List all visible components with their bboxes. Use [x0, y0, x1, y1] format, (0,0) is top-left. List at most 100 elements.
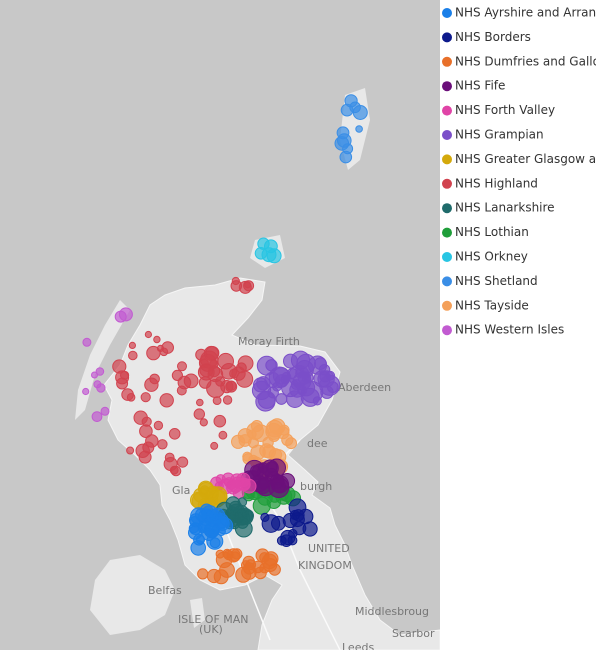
bubble[interactable]: [220, 380, 234, 394]
bubble[interactable]: [236, 370, 254, 388]
bubble[interactable]: [241, 564, 257, 580]
bubble[interactable]: [144, 330, 152, 339]
bubble[interactable]: [337, 133, 352, 148]
bubble[interactable]: [295, 368, 306, 379]
bubble[interactable]: [229, 368, 239, 379]
legend-item[interactable]: NHS Tayside: [442, 298, 529, 312]
bubble[interactable]: [100, 406, 110, 416]
legend-item[interactable]: NHS Greater Glasgow and: [442, 152, 596, 166]
bubble[interactable]: [281, 371, 292, 382]
bubble[interactable]: [128, 341, 136, 349]
legend-item[interactable]: NHS Western Isles: [442, 323, 564, 337]
bubble[interactable]: [242, 451, 253, 462]
bubble[interactable]: [145, 434, 159, 448]
bubble[interactable]: [288, 528, 298, 539]
bubble[interactable]: [213, 414, 227, 428]
bubble[interactable]: [163, 457, 178, 471]
bubble[interactable]: [177, 361, 187, 372]
bubble[interactable]: [264, 371, 281, 388]
bubble[interactable]: [259, 562, 270, 574]
legend-item[interactable]: NHS Ayrshire and Arran: [442, 6, 596, 20]
bubble[interactable]: [159, 347, 169, 357]
bubble[interactable]: [82, 337, 92, 347]
bubble[interactable]: [159, 393, 174, 408]
map-label: (UK): [199, 623, 223, 636]
legend-item[interactable]: NHS Lanarkshire: [442, 201, 555, 215]
bubble[interactable]: [120, 370, 130, 380]
bubble[interactable]: [91, 371, 98, 379]
bubble[interactable]: [215, 551, 233, 569]
bubble[interactable]: [93, 380, 102, 389]
bubble[interactable]: [91, 411, 103, 423]
bubble[interactable]: [339, 150, 353, 164]
bubble[interactable]: [344, 94, 358, 108]
legend-label: NHS Greater Glasgow and: [455, 152, 596, 166]
bubble[interactable]: [352, 105, 368, 120]
bubble[interactable]: [183, 373, 199, 389]
bubble[interactable]: [355, 125, 363, 133]
bubble[interactable]: [193, 408, 206, 420]
legend-item[interactable]: NHS Borders: [442, 30, 531, 44]
bubble[interactable]: [95, 367, 105, 376]
bubble[interactable]: [157, 439, 168, 450]
bubble[interactable]: [326, 381, 339, 394]
legend-item[interactable]: NHS Dumfries and Gallow: [442, 54, 596, 68]
bubble[interactable]: [199, 418, 208, 427]
bubble[interactable]: [254, 247, 268, 260]
map-label: dee: [307, 437, 328, 450]
bubble[interactable]: [237, 428, 254, 444]
bubble[interactable]: [200, 485, 210, 495]
bubble[interactable]: [283, 353, 298, 369]
bubble[interactable]: [196, 398, 204, 407]
bubble[interactable]: [153, 420, 164, 431]
bubble[interactable]: [250, 444, 266, 460]
bubble[interactable]: [261, 459, 279, 477]
bubble[interactable]: [128, 350, 138, 361]
bubble[interactable]: [126, 446, 135, 455]
bubble[interactable]: [140, 392, 151, 403]
legend-swatch: [442, 130, 452, 140]
legend-item[interactable]: NHS Orkney: [442, 250, 528, 264]
bubble[interactable]: [210, 441, 219, 450]
bubble[interactable]: [250, 420, 263, 432]
bubble[interactable]: [297, 508, 314, 525]
bubble[interactable]: [230, 280, 243, 292]
bubble[interactable]: [229, 479, 243, 493]
bubble[interactable]: [222, 395, 233, 405]
bubble[interactable]: [282, 512, 298, 529]
map-label: KINGDOM: [298, 559, 352, 572]
legend-item[interactable]: NHS Highland: [442, 176, 538, 190]
legend-item[interactable]: NHS Fife: [442, 79, 505, 93]
legend-item[interactable]: NHS Grampian: [442, 128, 544, 142]
legend-swatch: [442, 276, 452, 287]
bubble[interactable]: [275, 393, 288, 405]
bubble[interactable]: [201, 517, 219, 536]
bubble[interactable]: [82, 387, 90, 396]
bubble[interactable]: [268, 477, 290, 499]
bubble[interactable]: [197, 568, 209, 580]
bubble[interactable]: [168, 428, 181, 440]
bubble[interactable]: [194, 508, 209, 522]
bubble[interactable]: [209, 537, 221, 549]
bubble[interactable]: [268, 563, 281, 576]
bubble[interactable]: [218, 430, 228, 440]
bubble[interactable]: [121, 388, 134, 401]
bubble[interactable]: [144, 377, 159, 392]
bubble[interactable]: [314, 357, 327, 371]
bubble[interactable]: [237, 355, 254, 372]
bubble[interactable]: [198, 353, 217, 372]
bubble[interactable]: [153, 335, 161, 344]
bubble[interactable]: [268, 430, 280, 442]
legend-item[interactable]: NHS Lothian: [442, 225, 529, 239]
legend-item[interactable]: NHS Forth Valley: [442, 103, 555, 117]
bubble[interactable]: [264, 239, 278, 254]
bubble[interactable]: [177, 456, 189, 468]
bubble[interactable]: [255, 391, 276, 412]
bubble[interactable]: [118, 307, 133, 322]
bubble[interactable]: [141, 416, 152, 427]
bubble[interactable]: [297, 385, 308, 396]
bubble[interactable]: [233, 512, 245, 523]
legend-item[interactable]: NHS Shetland: [442, 274, 538, 288]
bubble[interactable]: [225, 496, 241, 512]
bubble[interactable]: [188, 525, 203, 540]
